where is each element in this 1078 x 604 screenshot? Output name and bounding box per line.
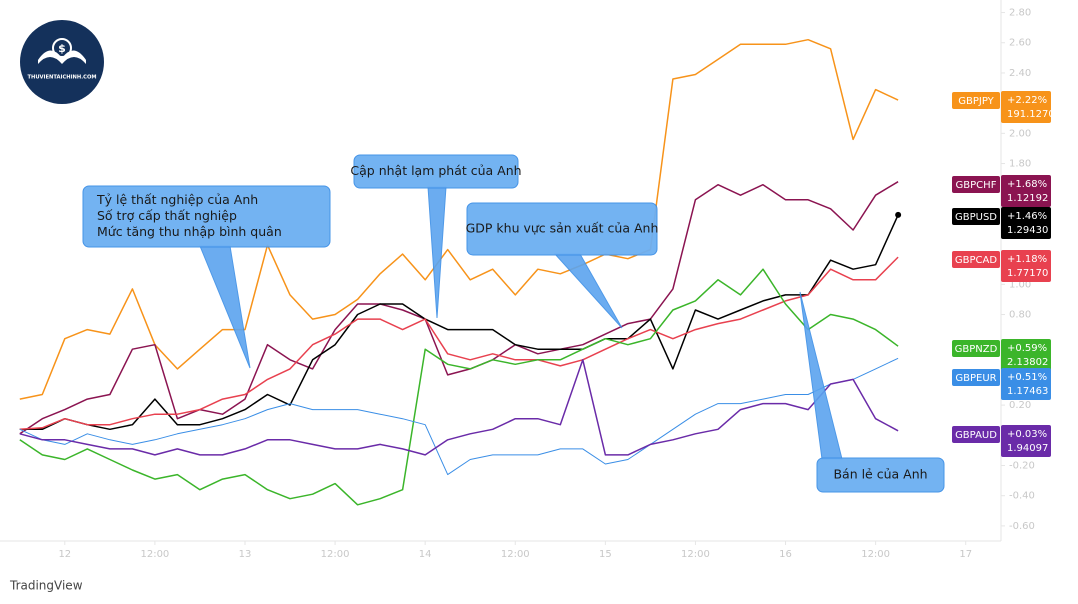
y-tick-label: 2.60 xyxy=(1009,38,1031,49)
x-tick-label: 12:00 xyxy=(321,549,350,560)
callout-text: GDP khu vực sản xuất của Anh xyxy=(466,221,659,236)
callout-text: Số trợ cấp thất nghiệp xyxy=(97,208,237,223)
legend-name-box xyxy=(952,176,1000,193)
x-tick-label: 12:00 xyxy=(861,549,890,560)
legend-entry: GBPNZD +0.59% 2.13802 xyxy=(952,339,1051,371)
watermark: TradingView xyxy=(9,579,83,593)
series-line xyxy=(19,214,899,431)
callout-pointer xyxy=(553,253,623,329)
legend-value-box xyxy=(1001,339,1051,371)
x-tick-label: 12:00 xyxy=(681,549,710,560)
y-tick-label: 2.80 xyxy=(1009,8,1031,19)
callout-text: Mức tăng thu nhập bình quân xyxy=(97,224,282,239)
series-line xyxy=(19,256,899,431)
logo-coin xyxy=(52,38,72,58)
x-tick-label: 12:00 xyxy=(501,549,530,560)
callout: Bán lẻ của Anh xyxy=(799,291,945,493)
legend-entry: GBPCAD +1.18% 1.77170 xyxy=(952,250,1051,282)
y-tick-label: 1.00 xyxy=(1009,279,1031,290)
series-line xyxy=(19,38,899,400)
legend-value-box xyxy=(1001,207,1051,239)
legend-price: 1.12192 xyxy=(1007,193,1048,204)
legend-change: +1.46% xyxy=(1007,211,1047,222)
legend-name: GBPNZD xyxy=(955,344,998,355)
callout-pointer xyxy=(799,291,843,460)
x-tick-label: 12:00 xyxy=(140,549,169,560)
legend-name: GBPEUR xyxy=(955,373,996,384)
y-tick-label: 2.40 xyxy=(1009,68,1031,79)
x-tick-label: 12 xyxy=(58,549,71,560)
legend-value-box xyxy=(1001,425,1051,457)
legend-price: 2.13802 xyxy=(1007,357,1048,368)
legend-entry: GBPAUD +0.03% 1.94097 xyxy=(952,425,1051,457)
legend-change: +0.59% xyxy=(1007,343,1047,354)
callout-pointer xyxy=(199,245,251,369)
legend-price: 1.94097 xyxy=(1007,443,1048,454)
legend-name-box xyxy=(952,251,1000,268)
legend-price: 191.12700 xyxy=(1007,109,1061,120)
y-tick-label: -0.20 xyxy=(1009,461,1035,472)
legend-name-box xyxy=(952,92,1000,109)
callout-text: Cập nhật lạm phát của Anh xyxy=(350,163,521,178)
callout-box xyxy=(353,154,519,189)
y-tick-label: -0.40 xyxy=(1009,491,1035,502)
callout-box xyxy=(82,185,331,248)
x-tick-label: 15 xyxy=(599,549,612,560)
legend-name: GBPAUD xyxy=(955,430,997,441)
legend-change: +1.68% xyxy=(1007,179,1047,190)
legend-name-box xyxy=(952,208,1000,225)
legend-price: 1.17463 xyxy=(1007,386,1048,397)
logo-text: THUVIENTAICHINH.COM xyxy=(27,75,96,81)
series-line xyxy=(19,357,899,476)
callout-pointer xyxy=(427,186,447,319)
legend-change: +2.22% xyxy=(1007,95,1047,106)
legend-value-box xyxy=(1001,175,1051,207)
x-tick-label: 17 xyxy=(959,549,972,560)
series-line xyxy=(19,359,899,456)
series-line xyxy=(19,268,899,506)
y-tick-label: -0.60 xyxy=(1009,521,1035,532)
legend-name-box xyxy=(952,369,1000,386)
legend-entry: GBPCHF +1.68% 1.12192 xyxy=(952,175,1051,207)
legend-change: +0.03% xyxy=(1007,429,1047,440)
legend-name: GBPCAD xyxy=(955,255,997,266)
legend-entry: GBPUSD +1.46% 1.29430 xyxy=(952,207,1051,239)
x-tick-label: 14 xyxy=(419,549,432,560)
callout-text: Tỷ lệ thất nghiệp của Anh xyxy=(96,192,258,207)
callout-text: Bán lẻ của Anh xyxy=(833,467,927,482)
legend-change: +1.18% xyxy=(1007,254,1047,265)
x-tick-label: 13 xyxy=(239,549,252,560)
callout: GDP khu vực sản xuất của Anh xyxy=(466,202,659,329)
callout: Cập nhật lạm phát của Anh xyxy=(350,154,522,319)
y-tick-label: 0.20 xyxy=(1009,400,1031,411)
legend-name: GBPJPY xyxy=(958,96,994,107)
legend-name: GBPCHF xyxy=(956,180,997,191)
series-line xyxy=(19,181,899,435)
y-tick-label: 0.80 xyxy=(1009,310,1031,321)
legend-change: +0.51% xyxy=(1007,372,1047,383)
y-tick-label: 2.00 xyxy=(1009,128,1031,139)
legend-name-box xyxy=(952,340,1000,357)
callout-box xyxy=(816,457,945,493)
x-tick-label: 16 xyxy=(779,549,792,560)
legend-entry: GBPJPY +2.22% 191.12700 xyxy=(952,91,1061,123)
last-point xyxy=(895,211,902,218)
legend-name-box xyxy=(952,426,1000,443)
logo-book xyxy=(38,50,86,64)
legend-value-box xyxy=(1001,250,1051,282)
legend-value-box xyxy=(1001,91,1051,123)
y-tick-label: 1.80 xyxy=(1009,159,1031,170)
legend-name: GBPUSD xyxy=(955,212,997,223)
legend-value-box xyxy=(1001,368,1051,400)
logo-symbol: $ xyxy=(58,42,66,55)
legend-price: 1.29430 xyxy=(1007,225,1048,236)
logo: $ THUVIENTAICHINH.COM xyxy=(20,20,104,104)
legend-price: 1.77170 xyxy=(1007,268,1048,279)
legend-entry: GBPEUR +0.51% 1.17463 xyxy=(952,368,1051,400)
callout-box xyxy=(466,202,658,256)
